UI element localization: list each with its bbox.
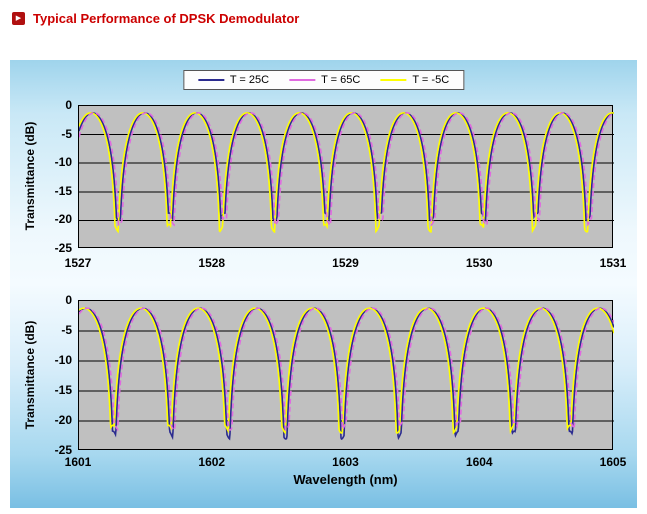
fringe-curves-svg: [79, 112, 614, 234]
legend-line-swatch: [380, 79, 407, 81]
chart-panel: T = 25C T = 65C T = -5C Transmittance (dB)…: [10, 60, 637, 508]
x-tick-label: 1528: [198, 256, 226, 270]
y-tick-label: -10: [54, 155, 72, 170]
legend-item: T = -5C: [380, 74, 449, 86]
x-tick-label: 1531: [599, 256, 627, 270]
series-curve-t-65c: [79, 112, 614, 227]
plot-area-top: [78, 105, 614, 248]
page-title: Typical Performance of DPSK Demodulator: [33, 11, 300, 26]
y-tick-label: -25: [54, 241, 72, 255]
y-tick-label: -10: [54, 353, 72, 367]
series-curve-t--5c: [79, 112, 614, 234]
legend-label: T = -5C: [412, 74, 450, 86]
series-curve-t-25c: [79, 307, 614, 441]
y-tick-label: -5: [61, 323, 72, 337]
series-curve-t-25c: [79, 112, 614, 223]
legend-item: T = 65C: [289, 74, 360, 86]
x-tick-label: 1529: [332, 256, 359, 270]
x-tick-label: 1604: [465, 455, 493, 469]
bullet-arrow-icon: ▶: [12, 12, 25, 25]
x-tick-label: 1605: [599, 455, 627, 469]
legend-line-swatch: [289, 79, 316, 81]
y-tick-label: -5: [61, 126, 72, 141]
x-tick-label: 1530: [465, 256, 493, 270]
y-tick-label: -15: [54, 183, 72, 198]
chart-legend: T = 25C T = 65C T = -5C: [182, 70, 465, 90]
y-tick-label: -15: [54, 383, 72, 397]
series-curve-t--5c: [79, 307, 614, 435]
legend-label: T = 65C: [321, 74, 361, 86]
x-tick-label: 1601: [64, 455, 92, 469]
x-axis-title: Wavelength (nm): [293, 472, 398, 487]
legend-line-swatch: [197, 79, 224, 81]
y-tick-label: -20: [54, 413, 72, 427]
y-tick-label: 0: [65, 98, 72, 112]
legend-item: T = 25C: [197, 74, 270, 86]
series-curve-t-65c: [79, 307, 614, 432]
y-tick-label: -20: [54, 212, 72, 227]
x-tick-label: 1527: [64, 256, 92, 270]
y-tick-label: -25: [54, 443, 72, 457]
legend-label: T = 25C: [229, 74, 270, 86]
plot-area-bottom: [78, 300, 614, 450]
x-tick-label: 1602: [198, 455, 226, 469]
x-tick-label: 1603: [332, 455, 359, 469]
y-tick-label: 0: [65, 293, 72, 307]
fringe-curves-svg: [79, 307, 614, 441]
section-header: ▶ Typical Performance of DPSK Demodulato…: [12, 11, 299, 26]
